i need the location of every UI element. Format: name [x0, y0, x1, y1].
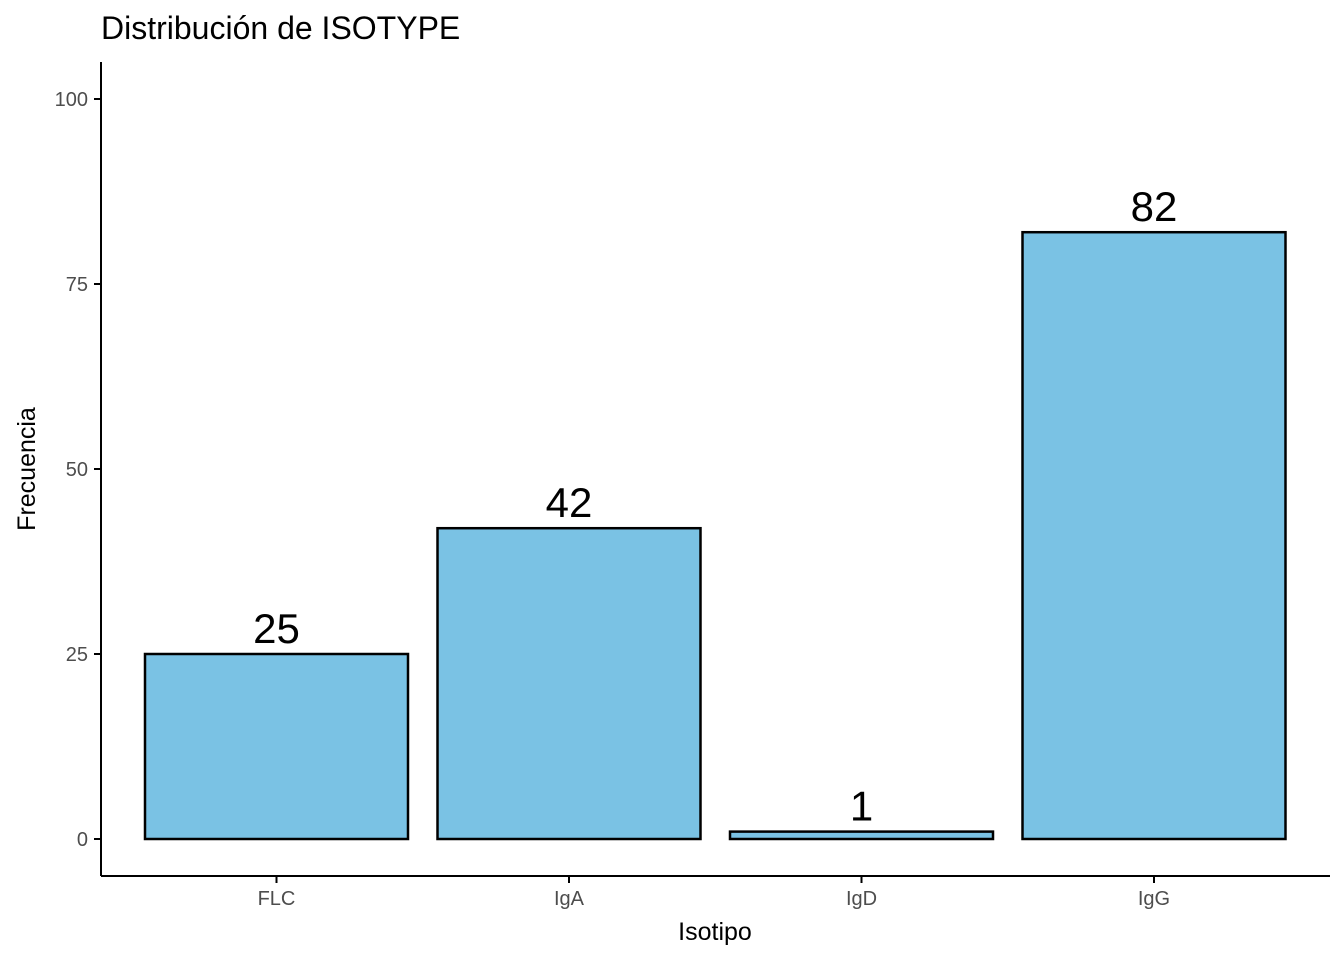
chart-title: Distribución de ISOTYPE — [101, 10, 460, 46]
data-label-igd: 1 — [850, 783, 873, 830]
x-tick-label-flc: FLC — [258, 888, 296, 910]
y-tick-label-75: 75 — [66, 274, 88, 296]
bar-iga — [436, 526, 702, 841]
bar-igg — [1021, 230, 1287, 841]
x-ticks-group: FLC IgA IgD IgG — [258, 876, 1170, 910]
y-tick-label-100: 100 — [55, 89, 88, 111]
bar-igd — [728, 830, 995, 841]
data-label-iga: 42 — [546, 479, 593, 526]
y-tick-label-25: 25 — [66, 644, 88, 666]
data-label-igg: 82 — [1131, 183, 1178, 230]
x-axis-title: Isotipo — [678, 918, 752, 946]
x-tick-label-iga: IgA — [554, 888, 585, 910]
data-labels-group: 25 42 1 82 — [253, 183, 1177, 829]
bar-flc — [143, 652, 410, 841]
y-tick-label-50: 50 — [66, 459, 88, 481]
x-tick-label-igd: IgD — [846, 888, 877, 910]
y-axis-title: Frecuencia — [13, 407, 41, 531]
y-ticks-group: 0 25 50 75 100 — [55, 89, 101, 851]
bars-group — [143, 230, 1287, 841]
data-label-flc: 25 — [253, 605, 300, 652]
x-tick-label-igg: IgG — [1138, 888, 1170, 910]
y-tick-label-0: 0 — [77, 829, 88, 851]
